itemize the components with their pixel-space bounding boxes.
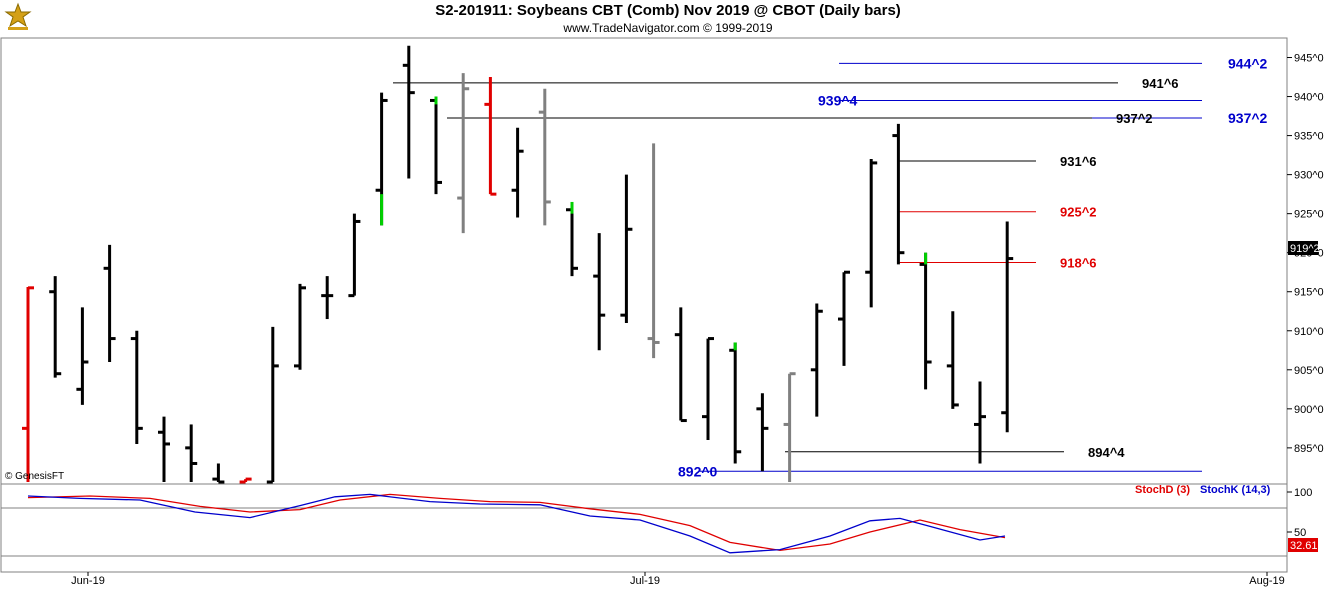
ohlc-bar — [321, 276, 334, 320]
ohlc-bar — [130, 330, 143, 444]
ohlc-bar — [702, 337, 714, 441]
ohlc-bar — [919, 252, 932, 390]
stoch-tick-label: 50 — [1294, 527, 1306, 539]
ohlc-bar — [430, 96, 442, 195]
ohlc-bar — [457, 73, 470, 234]
stoch-series-line — [27, 493, 1006, 554]
price-tick-label: 940^0 — [1294, 92, 1324, 104]
stoch-series-line — [27, 493, 1006, 552]
ohlc-bar — [484, 77, 497, 196]
level-lines: 944^2 941^6 939^4 937^2 937^2 931^6 925^2 918^6… — [393, 55, 1268, 479]
level-label: 931^6 — [1060, 154, 1097, 169]
ohlc-bar — [185, 424, 198, 482]
ohlc-bar — [348, 213, 361, 298]
price-tick-label: 905^0 — [1294, 365, 1324, 377]
price-tick-label: 915^0 — [1294, 287, 1324, 299]
price-tick-label: 900^0 — [1294, 404, 1324, 416]
date-tick-label: Jul-19 — [630, 575, 660, 587]
legend-stochd: StochD (3) — [1135, 484, 1190, 496]
chart-title: S2-201911: Soybeans CBT (Comb) Nov 2019 … — [435, 2, 901, 19]
ohlc-bar — [76, 307, 89, 405]
ohlc-bar — [974, 381, 986, 464]
level-label: 937^2 — [1228, 110, 1268, 126]
ohlc-bar — [756, 393, 769, 472]
ohlc-bar — [620, 174, 633, 323]
legend-stochk: StochK (14,3) — [1200, 484, 1271, 496]
price-tick-label: 895^0 — [1294, 443, 1324, 455]
price-tick-label: 910^0 — [1294, 326, 1324, 338]
watermark: © GenesisFT — [5, 471, 64, 482]
ohlc-bar — [22, 286, 34, 482]
ohlc-bar — [294, 283, 306, 370]
ohlc-bar — [375, 92, 388, 226]
level-label: 894^4 — [1088, 445, 1125, 460]
ohlc-bar — [593, 233, 606, 351]
level-label: 925^2 — [1060, 205, 1097, 220]
ohlc-bar — [729, 342, 742, 464]
ohlc-bar — [674, 307, 687, 423]
ohlc-bar — [810, 303, 823, 417]
date-axis: Jun-19 Jul-19 Aug-19 — [71, 572, 1285, 587]
price-panel — [0, 37, 1288, 485]
level-label: 892^0 — [678, 463, 718, 479]
level-label: 941^6 — [1142, 76, 1179, 91]
price-tick-label: 925^0 — [1294, 209, 1324, 221]
ohlc-bar — [538, 88, 551, 226]
stoch-last-value-label: 32.61 — [1290, 540, 1318, 552]
stoch-tick-label: 100 — [1294, 487, 1312, 499]
chart-subtitle: www.TradeNavigator.com © 1999-2019 — [563, 21, 773, 35]
last-price-box — [1288, 241, 1318, 255]
ohlc-bars — [22, 45, 1014, 484]
stochastic-indicator: 100 50 — [1, 487, 1312, 557]
ohlc-bar — [566, 201, 578, 277]
price-axis: 945^0940^0935^0930^0925^0920^0915^0910^0… — [1287, 53, 1324, 455]
ohlc-bar — [402, 45, 415, 179]
ohlc-bar — [892, 123, 905, 265]
date-tick-label: Jun-19 — [71, 575, 105, 587]
level-label: 937^2 — [1116, 111, 1153, 126]
ohlc-bar — [647, 143, 660, 359]
level-label: 939^4 — [818, 92, 858, 108]
ohlc-bar — [103, 244, 116, 362]
stochastic-panel — [0, 483, 1288, 573]
price-tick-label: 945^0 — [1294, 53, 1324, 65]
price-tick-label: 930^0 — [1294, 170, 1324, 182]
last-price-label: 919^2 — [1290, 243, 1320, 255]
ohlc-bar — [783, 372, 796, 482]
ohlc-bar — [49, 276, 62, 378]
ohlc-bar — [212, 463, 225, 484]
ohlc-bar — [865, 159, 878, 308]
date-tick-label: Aug-19 — [1249, 575, 1284, 587]
ohlc-bar — [158, 416, 170, 482]
tradenavigator-logo-icon — [4, 2, 32, 30]
ohlc-bar — [511, 127, 524, 218]
price-tick-label: 935^0 — [1294, 131, 1324, 143]
ohlc-bar — [1001, 221, 1014, 433]
ohlc-bar — [239, 477, 252, 484]
level-label: 918^6 — [1060, 255, 1097, 270]
ohlc-bar — [266, 326, 279, 484]
ohlc-bar — [946, 311, 959, 409]
level-label: 944^2 — [1228, 55, 1268, 71]
stoch-last-value-box — [1288, 538, 1318, 552]
ohlc-bar — [838, 270, 850, 366]
